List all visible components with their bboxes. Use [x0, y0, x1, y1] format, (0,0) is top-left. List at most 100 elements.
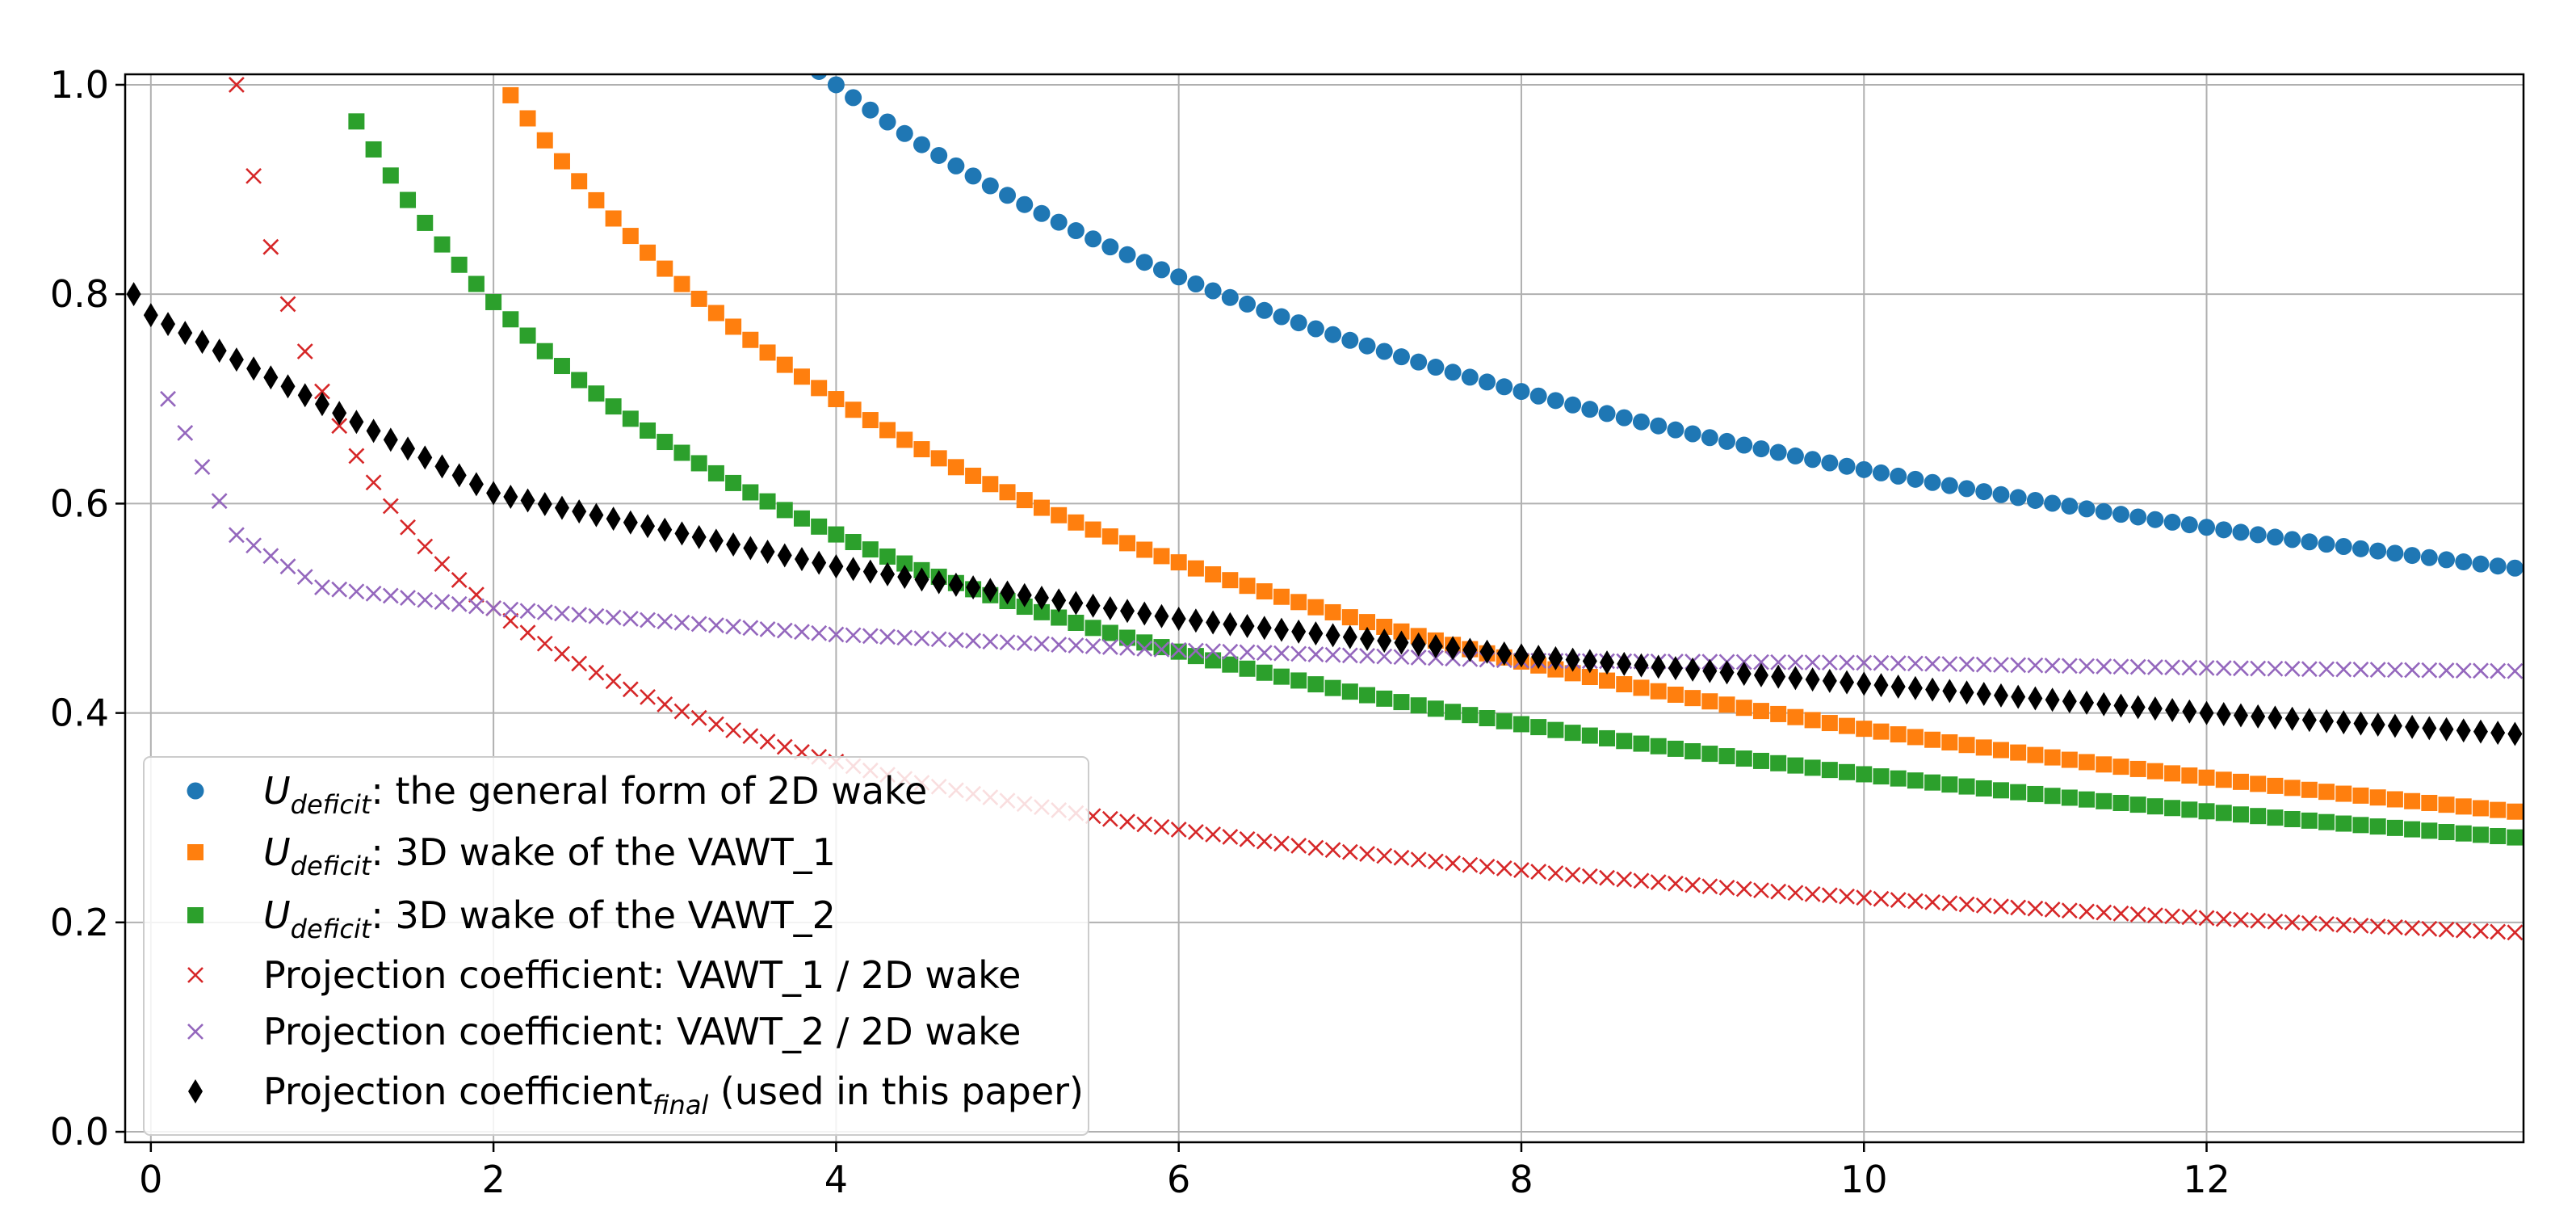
data-point [2198, 769, 2215, 786]
data-point [1959, 680, 1974, 705]
data-point [690, 616, 707, 633]
x-tick-label: 6 [1167, 1158, 1190, 1201]
data-point [2062, 689, 2077, 714]
data-point [1873, 654, 1890, 671]
data-point [1376, 618, 1393, 635]
data-point [1993, 657, 2009, 673]
data-point [2026, 491, 2044, 509]
legend-label: Udeficit: the general form of 2D wake [263, 769, 927, 820]
data-point [1547, 721, 1564, 738]
data-point [1308, 621, 1324, 646]
data-point [212, 338, 227, 364]
data-point [1445, 855, 1462, 872]
y-tick-label: 0.8 [50, 272, 109, 316]
data-point [1633, 735, 1650, 752]
data-point [1170, 821, 1187, 838]
data-point [1702, 658, 1718, 683]
data-point [811, 624, 828, 641]
data-point [589, 502, 604, 528]
legend-label: Projection coefficientfinal (used in thi… [263, 1070, 1084, 1120]
data-point [2386, 819, 2403, 836]
data-point [2130, 695, 2146, 720]
legend-entry: Udeficit: 3D wake of the VAWT_1 [187, 830, 836, 881]
y-tick-label: 0.6 [50, 481, 109, 525]
data-point [1822, 668, 1837, 693]
data-point [999, 634, 1016, 651]
data-point [1701, 429, 1718, 447]
data-point [1650, 874, 1667, 891]
data-point [536, 132, 553, 149]
data-point [657, 434, 673, 451]
data-point [2181, 801, 2198, 818]
data-point [1256, 583, 1273, 600]
data-point [1256, 664, 1273, 681]
data-point [468, 472, 484, 497]
data-point [1188, 608, 1203, 633]
data-point [966, 575, 981, 600]
data-point [2198, 519, 2216, 536]
data-point [2507, 662, 2524, 679]
legend-label: Udeficit: 3D wake of the VAWT_1 [263, 830, 836, 881]
data-point [777, 543, 792, 568]
data-point [2079, 658, 2095, 675]
data-point [1410, 353, 1428, 371]
data-point [1135, 254, 1153, 271]
data-point [2146, 658, 2163, 675]
data-point [707, 716, 724, 733]
data-point [1496, 641, 1512, 666]
data-point [965, 467, 982, 484]
data-point [571, 372, 588, 389]
data-point [879, 422, 896, 439]
data-point [434, 556, 451, 573]
data-point [400, 519, 416, 536]
data-point [572, 499, 587, 524]
series-1 [811, 74, 2524, 577]
data-point [2369, 542, 2387, 560]
data-point [640, 612, 656, 628]
data-point [2010, 899, 2027, 916]
data-point [2301, 661, 2318, 678]
data-point [742, 484, 759, 501]
data-point [2044, 494, 2062, 512]
data-point [1119, 813, 1135, 830]
data-point [2181, 659, 2198, 676]
data-point [1907, 772, 1924, 789]
data-point [1101, 810, 1118, 827]
data-point [1410, 649, 1427, 666]
data-point [1513, 862, 1529, 878]
data-point [1341, 683, 1358, 700]
data-point [1668, 656, 1683, 681]
data-point [1735, 700, 1752, 717]
data-point [365, 141, 382, 158]
data-point [1137, 601, 1152, 626]
data-point [2112, 506, 2129, 523]
data-point [1428, 633, 1443, 658]
data-point [1085, 593, 1101, 618]
data-point [1667, 686, 1684, 703]
plot-area [126, 74, 2524, 941]
data-point [126, 282, 141, 307]
data-point [622, 228, 639, 245]
data-point [1667, 740, 1684, 757]
data-point [1941, 895, 1958, 912]
data-point [2336, 710, 2352, 735]
data-point [1170, 641, 1187, 658]
data-point [1341, 843, 1358, 860]
data-point [2181, 767, 2198, 784]
data-point [1206, 610, 1221, 635]
data-point [725, 318, 742, 335]
data-point [1153, 818, 1170, 835]
data-point [519, 110, 536, 127]
data-point [1547, 865, 1564, 881]
data-point [1341, 331, 1359, 349]
data-point [2112, 759, 2129, 776]
data-point [1718, 748, 1735, 765]
data-point [1136, 816, 1153, 833]
data-point [2251, 704, 2266, 729]
data-point [999, 187, 1017, 204]
data-point [2386, 544, 2404, 562]
data-point [187, 967, 203, 983]
data-point [1307, 646, 1324, 662]
data-point [673, 275, 690, 292]
